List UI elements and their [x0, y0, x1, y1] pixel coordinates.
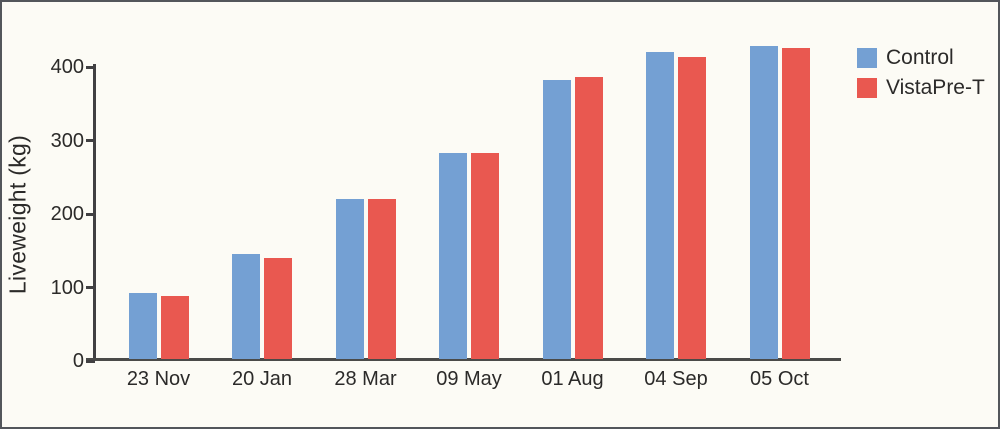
bar-control-09-may — [439, 152, 467, 360]
control-swatch-icon — [857, 47, 877, 68]
bar-control-28-mar — [335, 199, 364, 360]
bar-vistapre-t-09-may — [471, 152, 499, 360]
bar-control-05-oct — [749, 45, 778, 360]
bar-vistapre-t-20-jan — [264, 258, 292, 360]
bar-control-01-aug — [542, 80, 571, 360]
bar-control-23-nov — [128, 293, 157, 360]
legend: Control VistaPre-T — [857, 45, 985, 107]
x-tick-label: 01 Aug — [541, 368, 604, 390]
y-tick-mark — [86, 65, 95, 69]
bar-vistapre-t-05-oct — [781, 47, 810, 360]
x-tick-label: 09 May — [436, 368, 502, 390]
y-tick-mark — [86, 286, 95, 289]
bar-vistapre-t-28-mar — [367, 199, 396, 360]
y-tick-label: 200 — [50, 203, 84, 225]
bar-vistapre-t-01-aug — [574, 77, 603, 360]
y-tick-mark — [86, 212, 95, 216]
y-tick-label: 400 — [50, 56, 84, 78]
x-tick-label: 04 Sep — [644, 368, 708, 390]
x-axis-line — [86, 358, 841, 361]
legend-item-vistapre-t: VistaPre-T — [857, 75, 985, 99]
vistapre-t-swatch-icon — [857, 77, 877, 98]
legend-label-control: Control — [886, 45, 954, 69]
y-tick-mark — [86, 359, 95, 363]
legend-label-vistapre-t: VistaPre-T — [886, 75, 985, 99]
bar-vistapre-t-04-sep — [678, 56, 706, 360]
y-tick-mark — [86, 139, 95, 142]
y-tick-label: 100 — [50, 276, 84, 299]
x-tick-label: 28 Mar — [334, 368, 397, 390]
x-tick-label: 20 Jan — [231, 368, 293, 390]
y-tick-label: 0 — [72, 350, 84, 372]
legend-item-control: Control — [857, 45, 985, 69]
bar-control-20-jan — [232, 254, 260, 360]
y-tick-label: 300 — [50, 129, 84, 152]
bar-vistapre-t-23-nov — [160, 295, 189, 360]
bar-control-04-sep — [646, 51, 674, 360]
x-tick-label: 05 Oct — [750, 368, 809, 390]
x-tick-label: 23 Nov — [126, 368, 191, 390]
